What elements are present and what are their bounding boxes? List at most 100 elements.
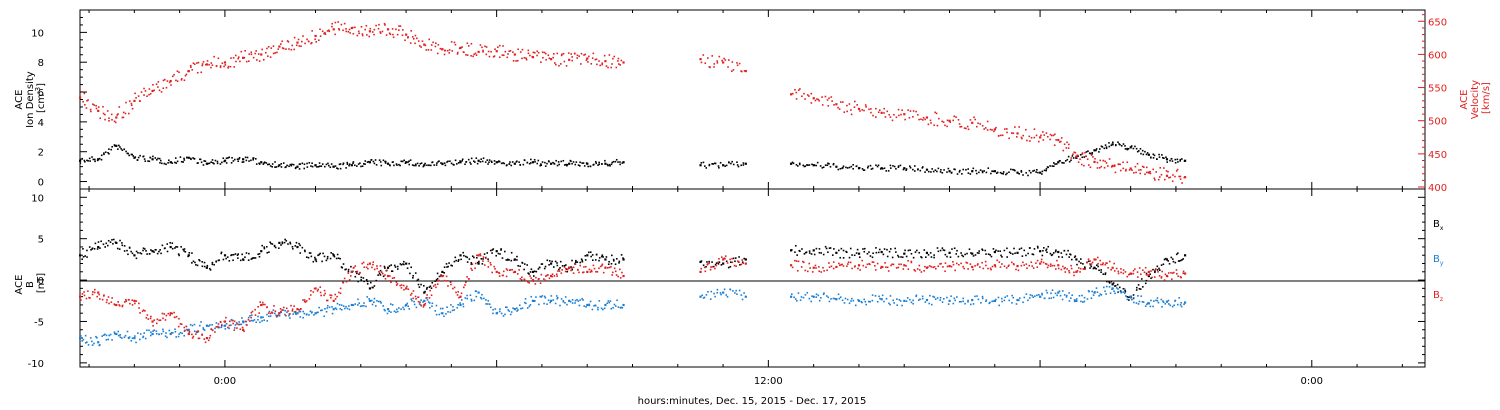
velocity-sample — [472, 55, 474, 58]
bz-sample — [395, 284, 398, 286]
density-sample — [174, 161, 176, 164]
legend-by: By — [1433, 254, 1444, 267]
bz-sample — [1089, 260, 1091, 262]
bx-sample — [201, 261, 204, 263]
velocity-sample — [334, 21, 337, 24]
velocity-sample — [352, 32, 355, 35]
bx-sample — [839, 256, 842, 259]
density-sample — [373, 162, 376, 165]
bx-sample — [889, 248, 892, 250]
bz-sample — [841, 263, 843, 266]
by-sample — [164, 335, 167, 337]
bz-sample — [443, 279, 446, 282]
by-sample — [562, 301, 565, 303]
density-sample — [170, 161, 173, 164]
bz-sample — [918, 264, 921, 267]
density-sample — [441, 163, 444, 166]
velocity-sample — [432, 41, 434, 44]
bx-sample — [418, 286, 421, 288]
bx-sample — [281, 241, 284, 243]
velocity-sample — [1094, 158, 1096, 160]
bx-sample — [516, 259, 518, 261]
bz-sample — [617, 275, 619, 278]
bx-sample — [307, 256, 310, 259]
density-sample — [861, 168, 864, 170]
velocity-sample — [1063, 143, 1066, 146]
bz-sample — [1147, 274, 1149, 276]
velocity-point — [1057, 138, 1060, 142]
velocity-sample — [314, 38, 316, 41]
density-sample — [962, 168, 965, 171]
bx-sample — [1100, 271, 1102, 273]
by-sample — [889, 303, 891, 306]
velocity-sample — [210, 66, 212, 69]
velocity-sample — [1008, 137, 1010, 140]
velocity-sample — [1157, 178, 1160, 181]
bx-sample — [1100, 269, 1102, 271]
density-sample — [282, 162, 285, 164]
velocity-sample — [523, 57, 526, 59]
velocity-sample — [861, 109, 864, 111]
bx-sample — [457, 260, 460, 262]
bx-sample — [1163, 258, 1166, 261]
bz-sample — [158, 319, 161, 322]
bz-sample — [228, 324, 231, 327]
velocity-sample — [217, 57, 220, 60]
density-sample — [357, 163, 360, 165]
bx-sample — [561, 265, 564, 267]
density-sample — [437, 160, 440, 163]
density-sample — [611, 161, 614, 164]
density-point — [1075, 156, 1078, 159]
velocity-sample — [456, 53, 459, 55]
density-sample — [537, 159, 540, 162]
bx-sample — [424, 290, 426, 293]
by-sample — [144, 337, 147, 340]
bz-sample — [144, 310, 146, 312]
bz-sample — [731, 257, 733, 260]
velocity-point — [79, 96, 82, 99]
bz-sample — [339, 287, 342, 290]
by-sample — [1141, 300, 1144, 303]
by-sample — [340, 304, 343, 306]
bz-sample — [491, 271, 493, 274]
density-sample — [290, 164, 293, 167]
bz-sample — [1160, 276, 1163, 278]
by-sample — [311, 311, 313, 313]
velocity-sample — [1037, 140, 1040, 143]
bz-sample — [439, 275, 442, 278]
density-sample — [1101, 146, 1104, 148]
bx-sample — [700, 260, 703, 262]
density-sample — [607, 164, 609, 167]
velocity-sample — [900, 113, 902, 116]
density-sample — [979, 169, 982, 171]
bx-sample — [1098, 269, 1100, 272]
by-sample — [284, 309, 287, 312]
density-sample — [947, 167, 950, 170]
velocity-point — [568, 58, 571, 61]
velocity-sample — [1114, 171, 1117, 174]
velocity-sample — [371, 31, 374, 33]
bx-sample — [365, 279, 368, 281]
by-sample — [470, 298, 473, 301]
by-sample — [917, 299, 920, 301]
bx-sample — [102, 243, 105, 246]
bx-sample — [1067, 249, 1069, 252]
bz-point — [531, 279, 535, 282]
velocity-sample — [935, 112, 938, 115]
by-sample — [850, 297, 853, 300]
velocity-sample — [424, 44, 427, 47]
by-sample — [500, 312, 503, 315]
by-sample — [899, 300, 902, 302]
bx-sample — [845, 251, 848, 254]
density-point — [350, 164, 353, 167]
bx-point — [1075, 258, 1078, 261]
velocity-sample — [1138, 169, 1140, 171]
density-sample — [1000, 172, 1003, 175]
velocity-sample — [1179, 178, 1182, 180]
by-sample — [427, 301, 430, 303]
bx-point — [477, 262, 480, 265]
velocity-sample — [196, 62, 198, 64]
by-sample — [804, 294, 807, 296]
bz-sample — [869, 263, 871, 266]
bz-sample — [1003, 265, 1006, 268]
